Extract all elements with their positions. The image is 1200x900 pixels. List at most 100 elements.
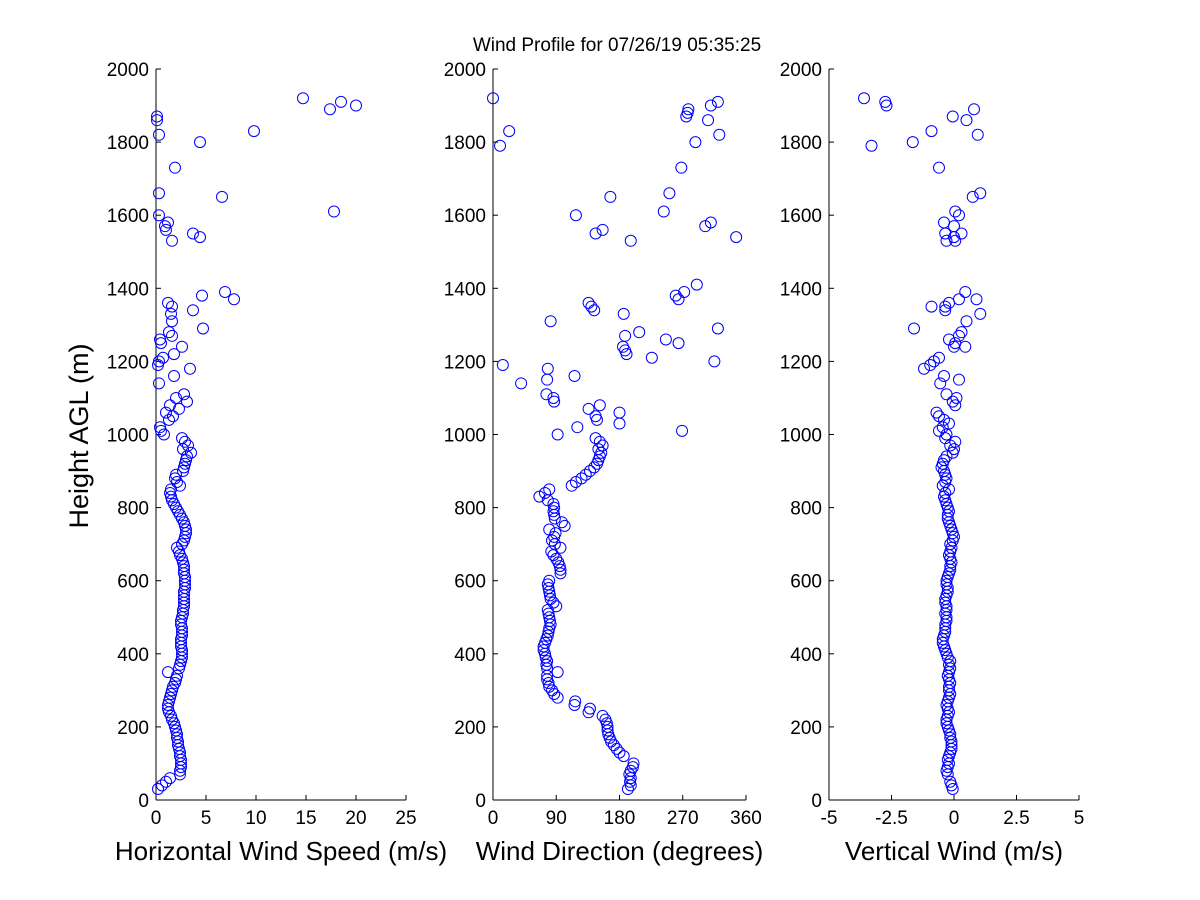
y-tick-label: 1000 <box>780 426 822 447</box>
y-tick-label: 1200 <box>107 352 149 373</box>
data-point <box>550 552 563 565</box>
data-point <box>160 223 172 236</box>
data-point <box>959 285 972 298</box>
data-point <box>676 424 689 437</box>
data-point <box>194 231 206 244</box>
data-point <box>153 377 165 390</box>
data-point <box>604 190 617 203</box>
data-point <box>544 315 557 328</box>
data-point <box>704 216 717 229</box>
y-axis-label: Height AGL (m) <box>64 343 94 528</box>
y-tick-label: 1200 <box>780 352 822 373</box>
data-point <box>160 775 172 788</box>
data-point <box>925 300 938 313</box>
data-point <box>496 359 509 372</box>
data-point <box>539 486 552 499</box>
y-tick-label: 1000 <box>444 426 486 447</box>
x-tick-label: 0 <box>151 808 162 829</box>
data-point <box>708 355 721 368</box>
data-point <box>925 125 938 138</box>
data-point <box>675 161 688 174</box>
data-point <box>160 406 172 419</box>
y-tick-label: 0 <box>475 791 486 812</box>
data-point <box>179 519 191 532</box>
data-point <box>730 231 743 244</box>
data-point <box>593 435 606 448</box>
data-point <box>617 750 630 763</box>
data-point <box>555 516 568 529</box>
data-point <box>974 307 987 320</box>
data-point <box>948 220 960 233</box>
data-point <box>184 362 196 375</box>
data-point <box>713 128 726 141</box>
data-point <box>540 388 553 401</box>
data-point <box>585 300 598 313</box>
data-point <box>185 446 197 459</box>
data-point <box>943 333 955 346</box>
data-point <box>946 110 959 123</box>
y-tick-label: 400 <box>454 645 486 666</box>
data-point <box>170 468 182 481</box>
y-tick-label: 600 <box>454 572 486 593</box>
data-point <box>166 684 178 697</box>
y-tick-label: 400 <box>117 645 149 666</box>
data-point <box>569 209 582 222</box>
data-point <box>335 95 347 108</box>
data-point <box>158 428 170 441</box>
data-point <box>949 205 962 218</box>
data-point <box>589 410 602 423</box>
data-point <box>645 351 658 364</box>
data-point <box>627 757 640 770</box>
x-tick-label: 5 <box>1074 808 1085 829</box>
data-point <box>568 370 581 383</box>
data-point <box>588 304 601 317</box>
y-tick-label: 800 <box>117 499 149 520</box>
data-point <box>548 501 561 514</box>
data-point <box>248 125 260 138</box>
x-tick-label: -5 <box>821 808 838 829</box>
data-point <box>182 439 194 452</box>
data-point <box>593 399 606 412</box>
y-tick-label: 1600 <box>780 206 822 227</box>
data-point <box>551 428 564 441</box>
data-point <box>551 666 564 679</box>
data-point <box>543 574 556 587</box>
y-tick-label: 1400 <box>107 279 149 300</box>
y-tick-label: 1000 <box>107 426 149 447</box>
data-point <box>681 106 694 119</box>
y-tick-label: 1800 <box>444 133 486 154</box>
data-point <box>599 713 612 726</box>
data-point <box>908 322 920 335</box>
x-tick-label: 15 <box>295 808 316 829</box>
data-point <box>621 783 634 796</box>
y-tick-label: 1600 <box>444 206 486 227</box>
data-point <box>546 684 559 697</box>
data-point <box>938 370 950 383</box>
data-point <box>960 315 973 328</box>
y-tick-label: 0 <box>138 791 149 812</box>
data-point <box>165 688 177 701</box>
data-point <box>948 443 960 456</box>
data-point <box>154 333 166 346</box>
data-point <box>548 395 561 408</box>
data-point <box>558 519 571 532</box>
data-point <box>702 114 715 127</box>
data-point <box>187 227 199 240</box>
data-point <box>179 457 191 470</box>
data-point <box>170 724 182 737</box>
data-point <box>936 421 949 434</box>
y-tick-label: 2000 <box>107 60 149 81</box>
data-point <box>971 128 984 141</box>
data-point <box>933 161 945 174</box>
y-tick-label: 1800 <box>780 133 822 154</box>
data-point <box>162 666 174 679</box>
data-point <box>169 720 181 733</box>
data-point <box>543 611 556 624</box>
x-tick-label: 0 <box>949 808 960 829</box>
data-point <box>153 187 165 200</box>
data-point <box>690 278 703 291</box>
y-tick-label: 200 <box>790 718 822 739</box>
data-point <box>966 190 979 203</box>
data-point <box>596 223 609 236</box>
x-tick-label: -2.5 <box>875 808 908 829</box>
